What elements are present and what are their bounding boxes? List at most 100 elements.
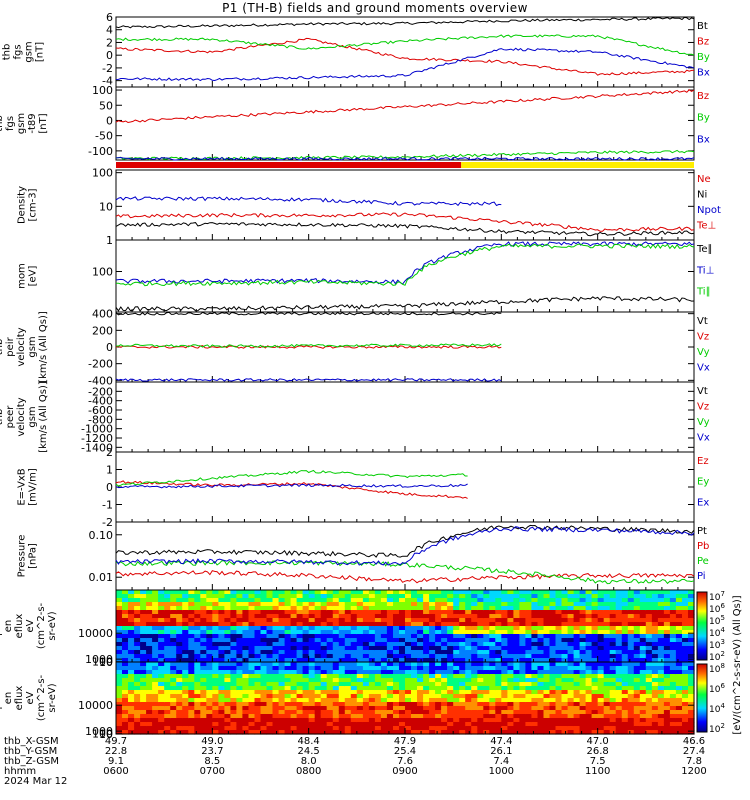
- colorbar-label: [eV/(cm^2-s-sr-eV) (All Qs)]: [732, 595, 743, 734]
- heatmap-cell: [405, 630, 412, 635]
- heatmap-cell: [399, 686, 406, 691]
- heatmap-cell: [519, 722, 526, 727]
- heatmap-cell: [314, 730, 322, 735]
- heatmap-cell: [429, 710, 436, 715]
- heatmap-cell: [152, 606, 159, 611]
- heatmap-cell: [639, 638, 647, 643]
- heatmap-cell: [657, 598, 665, 603]
- heatmap-cell: [230, 618, 237, 623]
- heatmap-cell: [182, 642, 189, 647]
- heatmap-cell: [260, 646, 268, 651]
- heatmap-cell: [164, 666, 171, 671]
- heatmap-cell: [344, 722, 352, 727]
- heatmap-cell: [525, 602, 532, 607]
- heatmap-cell: [224, 722, 231, 727]
- heatmap-cell: [374, 670, 382, 675]
- heatmap-cell: [332, 602, 340, 607]
- heatmap-cell: [411, 590, 418, 595]
- heatmap-cell: [362, 690, 370, 695]
- heatmap-cell: [188, 662, 195, 667]
- heatmap-cell: [200, 714, 207, 719]
- heatmap-cell: [513, 650, 520, 655]
- heatmap-cell: [585, 614, 593, 619]
- heatmap-cell: [236, 622, 243, 627]
- heatmap-cell: [296, 650, 304, 655]
- heatmap-cell: [320, 610, 328, 615]
- heatmap-cell: [603, 618, 611, 623]
- heatmap-cell: [669, 678, 677, 683]
- heatmap-cell: [284, 686, 292, 691]
- heatmap-cell: [134, 594, 141, 599]
- heatmap-cell: [441, 626, 448, 631]
- heatmap-cell: [374, 726, 382, 731]
- heatmap-cell: [429, 674, 436, 679]
- heatmap-cell: [134, 610, 141, 615]
- heatmap-cell: [399, 594, 406, 599]
- heatmap-cell: [669, 682, 677, 687]
- heatmap-cell: [573, 666, 581, 671]
- heatmap-cell: [344, 682, 352, 687]
- colorbar-tick-exponent: 5: [720, 614, 724, 622]
- heatmap-cell: [597, 690, 605, 695]
- heatmap-cell: [603, 710, 611, 715]
- heatmap-cell: [170, 630, 177, 635]
- heatmap-cell: [573, 598, 581, 603]
- heatmap-cell: [471, 614, 478, 619]
- heatmap-cell: [164, 670, 171, 675]
- heatmap-cell: [332, 698, 340, 703]
- heatmap-cell: [441, 706, 448, 711]
- heatmap-cell: [688, 598, 695, 603]
- heatmap-cell: [272, 682, 280, 687]
- heatmap-cell: [272, 630, 280, 635]
- heatmap-cell: [471, 598, 478, 603]
- heatmap-cell: [591, 698, 599, 703]
- heatmap-cell: [284, 642, 292, 647]
- y-axis-title-line: fgs: [13, 44, 24, 59]
- heatmap-cell: [567, 730, 575, 735]
- heatmap-cell: [374, 594, 382, 599]
- heatmap-cell: [477, 674, 484, 679]
- heatmap-cell: [567, 598, 575, 603]
- heatmap-cell: [140, 674, 147, 679]
- heatmap-cell: [411, 594, 418, 599]
- heatmap-cell: [489, 686, 496, 691]
- heatmap-cell: [675, 602, 683, 607]
- heatmap-cell: [308, 722, 316, 727]
- heatmap-cell: [290, 670, 298, 675]
- heatmap-cell: [688, 642, 695, 647]
- heatmap-cell: [495, 590, 502, 595]
- heatmap-cell: [567, 718, 575, 723]
- heatmap-cell: [224, 642, 231, 647]
- heatmap-cell: [525, 706, 532, 711]
- heatmap-cell: [158, 594, 165, 599]
- heatmap-cell: [326, 610, 334, 615]
- heatmap-cell: [380, 598, 388, 603]
- heatmap-cell: [212, 706, 219, 711]
- heatmap-cell: [362, 618, 370, 623]
- heatmap-cell: [338, 642, 346, 647]
- heatmap-cell: [435, 662, 442, 667]
- heatmap-cell: [314, 590, 322, 595]
- heatmap-cell: [368, 694, 376, 699]
- heatmap-cell: [386, 610, 394, 615]
- heatmap-cell: [669, 694, 677, 699]
- heatmap-cell: [657, 606, 665, 611]
- heatmap-cell: [302, 662, 310, 667]
- heatmap-cell: [663, 646, 671, 651]
- legend-label: Bt: [697, 21, 708, 32]
- heatmap-cell: [326, 710, 334, 715]
- heatmap-cell: [465, 630, 472, 635]
- heatmap-cell: [338, 702, 346, 707]
- heatmap-cell: [501, 630, 508, 635]
- heatmap-cell: [266, 718, 274, 723]
- heatmap-cell: [591, 706, 599, 711]
- colorbar-tick-exponent: 6: [720, 682, 725, 690]
- heatmap-cell: [134, 710, 141, 715]
- heatmap-cell: [116, 666, 123, 671]
- heatmap-cell: [688, 614, 695, 619]
- heatmap-cell: [531, 730, 538, 735]
- y-tick-label: 2: [106, 446, 113, 459]
- heatmap-cell: [393, 710, 400, 715]
- heatmap-cell: [525, 650, 532, 655]
- heatmap-cell: [495, 650, 502, 655]
